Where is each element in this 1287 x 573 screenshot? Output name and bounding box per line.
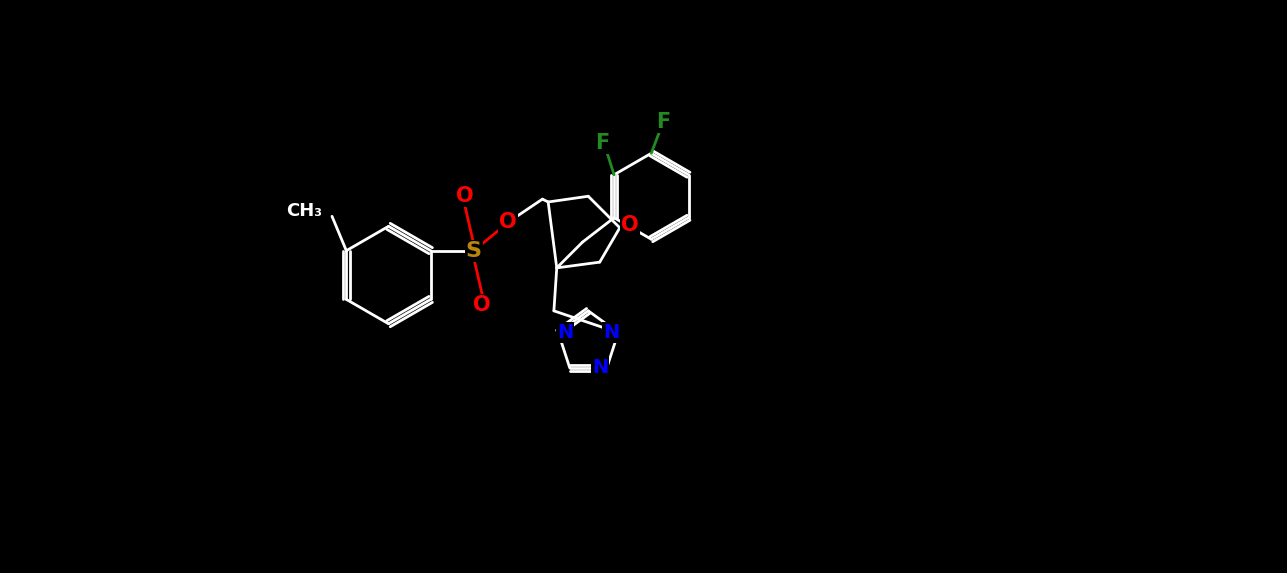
Text: N: N (592, 358, 607, 378)
Text: S: S (466, 241, 481, 261)
Text: F: F (655, 112, 671, 132)
Text: O: O (474, 295, 492, 315)
Text: F: F (596, 134, 610, 153)
Text: O: O (499, 212, 517, 232)
Text: N: N (604, 323, 619, 342)
Text: O: O (457, 186, 474, 206)
Text: CH₃: CH₃ (286, 202, 322, 219)
Text: O: O (622, 215, 638, 235)
Text: N: N (557, 323, 573, 342)
